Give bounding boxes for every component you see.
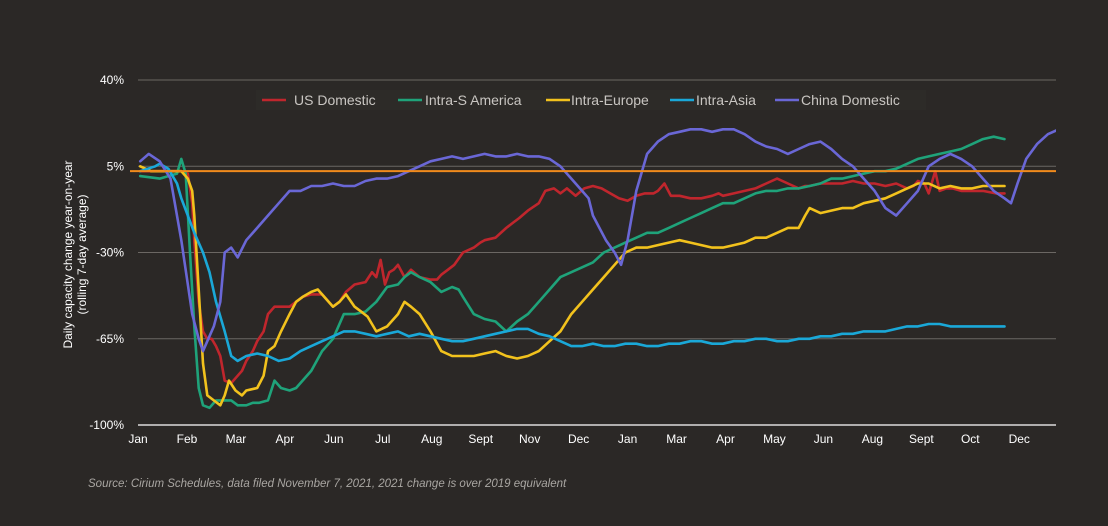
legend-box [256,90,926,110]
x-tick-label: May [763,432,786,446]
x-tick-label: Jun [814,432,833,446]
series-line-intra-europe [138,165,1006,407]
series-line-china-domestic [138,128,1056,353]
y-tick-label: 5% [107,159,125,173]
x-tick-label: Nov [519,432,540,446]
legend-label: China Domestic [801,92,900,108]
legend-label: Intra-Asia [696,92,756,108]
x-tick-label: Mar [666,432,687,446]
x-tick-label: Aug [421,432,442,446]
legend-label: Intra-S America [425,92,522,108]
x-tick-label: Jun [324,432,343,446]
x-tick-label: Jan [618,432,637,446]
x-tick-label: Oct [961,432,980,446]
x-tick-label: Dec [1009,432,1030,446]
y-tick-label: -65% [96,332,124,346]
series-line-us-domestic [138,169,1006,385]
legend-label: US Domestic [294,92,376,108]
x-tick-label: Jul [375,432,390,446]
x-tick-label: Mar [226,432,247,446]
y-tick-label: -30% [96,246,124,260]
x-tick-label: Jan [128,432,147,446]
x-tick-label: Aug [862,432,883,446]
legend-label: Intra-Europe [571,92,649,108]
y-tick-label: 40% [100,73,124,87]
x-tick-label: Feb [177,432,198,446]
x-tick-label: Dec [568,432,589,446]
x-tick-label: Sept [909,432,934,446]
source-note: Source: Cirium Schedules, data filed Nov… [88,478,567,490]
x-tick-label: Apr [276,432,295,446]
series-line-intra-asia [138,162,1006,363]
series-line-intra-s-america [138,135,1006,410]
x-tick-label: Sept [468,432,493,446]
x-tick-label: Apr [716,432,735,446]
y-tick-label: -100% [89,418,124,432]
y-axis-title: Daily capacity change year-on-year(rolli… [61,160,89,348]
